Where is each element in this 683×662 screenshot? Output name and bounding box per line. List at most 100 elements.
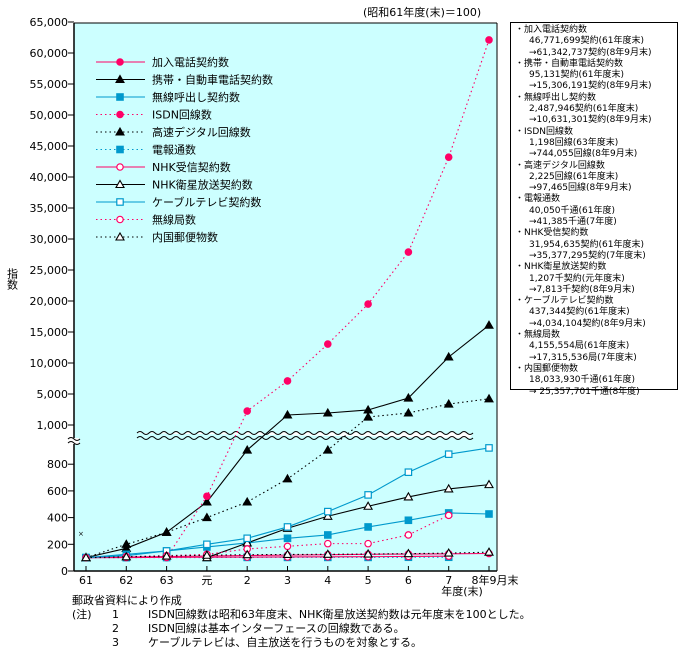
y-tick-label: 0 bbox=[61, 565, 68, 578]
data-point bbox=[443, 548, 454, 557]
legend-marker bbox=[115, 74, 125, 84]
legend-label: 高速デジタル回線数 bbox=[152, 125, 251, 139]
legend-label: 内国郵便物数 bbox=[152, 230, 218, 244]
plot-area bbox=[74, 23, 497, 571]
data-point bbox=[485, 36, 493, 44]
series-line bbox=[166, 39, 490, 558]
raw-value-line: 2,225回線(61年度末) bbox=[529, 171, 619, 182]
y-tick-label: 25,000 bbox=[30, 264, 69, 277]
axis-break-icon bbox=[67, 437, 81, 445]
y-tick-label: 50,000 bbox=[30, 109, 69, 122]
legend-marker bbox=[116, 145, 124, 154]
data-point bbox=[203, 492, 211, 501]
series-line bbox=[85, 555, 449, 559]
x-tick-label: 6 bbox=[405, 574, 412, 587]
data-point bbox=[363, 411, 374, 421]
data-point bbox=[322, 511, 333, 520]
data-point bbox=[323, 539, 332, 548]
data-point bbox=[324, 531, 332, 539]
legend-marker bbox=[115, 179, 125, 189]
data-point bbox=[404, 468, 413, 477]
legend-marker bbox=[116, 110, 124, 119]
legend-marker bbox=[116, 198, 124, 206]
data-point bbox=[444, 153, 453, 161]
data-point bbox=[364, 491, 372, 499]
legend-marker bbox=[116, 163, 124, 171]
x-axis-label: 年度(末) bbox=[441, 584, 483, 598]
raw-value-item-name: ・無線呼出し契約数 bbox=[515, 92, 597, 103]
data-point bbox=[403, 392, 414, 402]
axis-break-gap bbox=[69, 438, 79, 444]
legend-label: 電報通数 bbox=[152, 144, 196, 157]
y-tick-label: 30,000 bbox=[30, 233, 69, 246]
data-point bbox=[242, 496, 253, 506]
data-point bbox=[322, 444, 333, 454]
data-point bbox=[443, 398, 454, 408]
data-point bbox=[363, 548, 374, 558]
data-point bbox=[364, 300, 372, 308]
data-point bbox=[444, 450, 453, 458]
data-point bbox=[444, 511, 453, 520]
note-text: ISDN回線数は昭和63年度末、NHK衛星放送契約数は元年度末を100とした。 bbox=[148, 608, 531, 621]
base-note: (昭和61年度(末)＝100) bbox=[363, 6, 482, 19]
x-tick-label: 3 bbox=[284, 574, 291, 587]
note-label: (注) bbox=[72, 608, 92, 621]
data-point bbox=[243, 407, 252, 415]
series-4 bbox=[81, 393, 494, 562]
data-point bbox=[243, 534, 252, 543]
x-tick-label: 62 bbox=[119, 574, 133, 587]
legend-label: 加入電話契約数 bbox=[152, 55, 229, 69]
raw-value-item-name: ・無線局数 bbox=[515, 330, 561, 341]
data-point bbox=[403, 548, 414, 558]
series-line bbox=[206, 484, 490, 559]
data-point bbox=[81, 552, 91, 562]
raw-value-line: →15,306,191契約(8年9月末) bbox=[529, 81, 652, 92]
y-tick-label: 400 bbox=[47, 512, 68, 525]
legend-marker bbox=[116, 215, 124, 224]
data-point bbox=[121, 551, 132, 561]
y-tick-label: 55,000 bbox=[30, 78, 69, 91]
x-tick-label: 63 bbox=[160, 574, 174, 587]
data-point bbox=[324, 507, 332, 516]
data-point bbox=[485, 444, 493, 452]
raw-value-line: 1,198回線(63年度末) bbox=[529, 137, 619, 148]
y-tick-label: 800 bbox=[47, 458, 68, 471]
legend-label: 無線局数 bbox=[152, 213, 196, 227]
x-tick-label: 2 bbox=[244, 574, 251, 587]
legend-marker bbox=[115, 126, 125, 136]
raw-value-item-name: ・NHK衛星放送契約数 bbox=[515, 262, 607, 273]
raw-value-line: →35,377,295契約(7年度末) bbox=[529, 250, 646, 261]
raw-value-line: →10,631,301契約(8年9月末) bbox=[529, 115, 652, 126]
legend-label: NHK受信契約数 bbox=[152, 160, 231, 174]
raw-values-box: ・加入電話契約数 46,771,699契約(61年度末) →61,342,737契約… bbox=[510, 22, 678, 397]
legend-marker bbox=[115, 231, 125, 241]
data-point bbox=[404, 516, 413, 525]
x-tick-label: 8年9月末 bbox=[472, 573, 519, 587]
data-point bbox=[283, 377, 292, 385]
data-point bbox=[404, 531, 413, 539]
data-point bbox=[201, 512, 212, 522]
raw-value-line: →744,055回線(8年9月末) bbox=[529, 149, 638, 160]
x-tick-label: 5 bbox=[365, 574, 372, 587]
raw-value-line: 46,771,699契約(61年度末) bbox=[529, 36, 645, 47]
data-point bbox=[443, 351, 454, 361]
y-axis-label: 指数 bbox=[6, 267, 19, 291]
raw-value-line: → 25,357,701千通(8年度) bbox=[529, 386, 640, 397]
data-point bbox=[364, 523, 372, 531]
break-band-line bbox=[136, 436, 474, 440]
raw-value-line: →17,315,536局(7年度末) bbox=[529, 352, 637, 363]
break-band-line bbox=[136, 431, 474, 435]
raw-value-line: 18,033,930千通(61年度) bbox=[529, 375, 636, 386]
data-point bbox=[203, 540, 211, 549]
raw-value-item-name: ・携帯・自動車電話契約数 bbox=[515, 58, 624, 69]
data-point bbox=[283, 542, 292, 551]
data-point bbox=[404, 248, 413, 256]
notes: 郵政省資料により作成 (注) 1 ISDN回線数は昭和63年度末、NHK衛星放送契約… bbox=[72, 594, 531, 650]
x-tick-label: 7 bbox=[445, 574, 452, 587]
data-point bbox=[484, 393, 494, 403]
data-point bbox=[322, 407, 333, 417]
raw-value-item-name: ・高速デジタル回線数 bbox=[515, 160, 605, 171]
raw-value-line: 2,487,946契約(61年度末) bbox=[529, 104, 639, 115]
